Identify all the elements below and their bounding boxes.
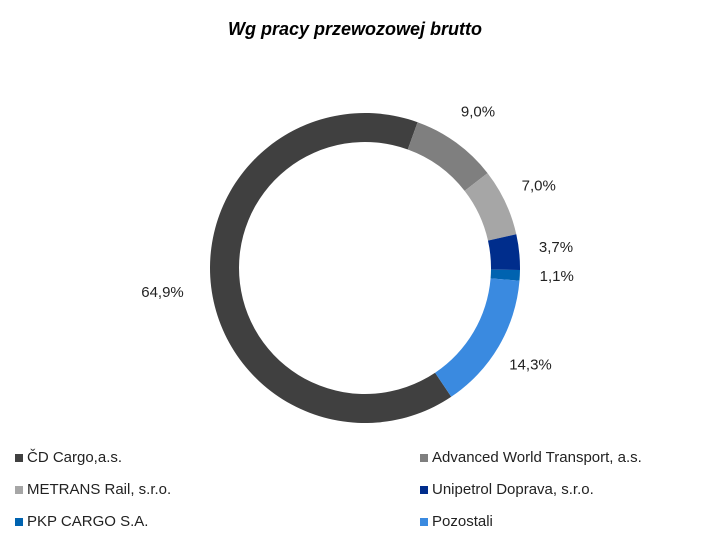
legend-swatch bbox=[15, 454, 23, 462]
legend-label: PKP CARGO S.A. bbox=[27, 513, 148, 530]
legend-label: Pozostali bbox=[432, 513, 493, 530]
donut-slice bbox=[487, 234, 521, 271]
data-label: 9,0% bbox=[461, 104, 495, 121]
data-label: 1,1% bbox=[540, 268, 574, 285]
donut-slice bbox=[209, 113, 452, 424]
data-label: 14,3% bbox=[509, 356, 552, 373]
data-label: 3,7% bbox=[539, 239, 573, 256]
data-label: 64,9% bbox=[141, 284, 184, 301]
chart-title: Wg pracy przewozowej brutto bbox=[228, 19, 482, 39]
legend-swatch bbox=[420, 486, 428, 494]
legend-swatch bbox=[15, 486, 23, 494]
legend-swatch bbox=[420, 454, 428, 462]
donut-slice bbox=[464, 173, 517, 241]
legend-label: METRANS Rail, s.r.o. bbox=[27, 481, 171, 498]
legend-label: Unipetrol Doprava, s.r.o. bbox=[432, 481, 594, 498]
donut-slice bbox=[407, 122, 488, 191]
legend-swatch bbox=[420, 518, 428, 526]
donut-slice bbox=[490, 269, 520, 281]
donut-slice bbox=[435, 278, 520, 397]
legend-label: ČD Cargo,a.s. bbox=[27, 449, 122, 466]
data-label: 7,0% bbox=[522, 177, 556, 194]
legend-label: Advanced World Transport, a.s. bbox=[432, 449, 642, 466]
legend-swatch bbox=[15, 518, 23, 526]
